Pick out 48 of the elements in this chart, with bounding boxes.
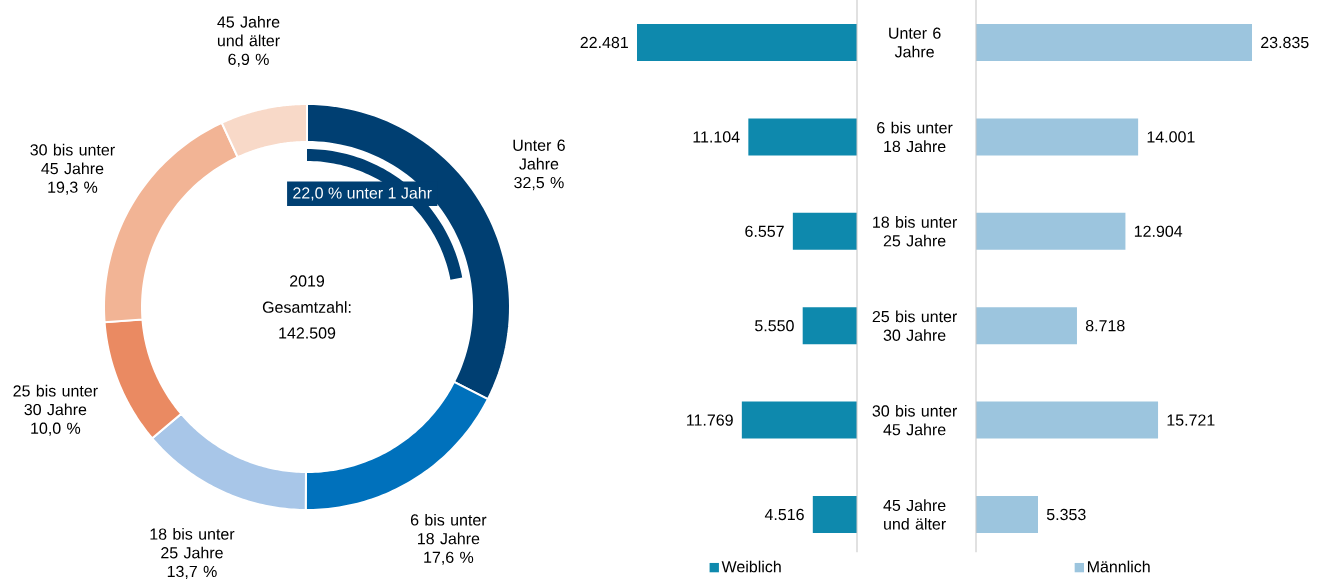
data-label: 17,6 % [424,551,474,565]
y-tick-label: Unter 6 Jahre [889,27,941,58]
data-label: 12.904 [1134,225,1183,237]
y-tick-label: 25 bis unter 30 Jahre [872,310,958,341]
bar [976,118,1139,156]
text: 142.509 [279,327,336,339]
bar [748,118,857,156]
text: 22,0 % unter 1 Jahr [293,186,432,201]
data-label: 5.353 [1046,508,1086,521]
data-label: 6,9 % [228,53,269,67]
data-label: 15.721 [1167,414,1215,426]
y-tick-label: 30 bis unter 45 Jahre [872,404,958,436]
legend-label: Weiblich [721,560,781,573]
data-label: 23.835 [1261,36,1309,49]
data-label: 11.104 [693,131,740,143]
slice-label: 6 bis unter 18 Jahre [410,513,487,545]
data-label: 10,0 % [31,422,81,436]
slice-label: 18 bis unter 25 Jahre [150,528,235,559]
y-tick-label: 6 bis unter 18 Jahre [877,121,953,153]
text: Gesamtzahl: [262,301,351,313]
data-label: 13,7 % [167,565,217,579]
y-tick-label: 18 bis unter 25 Jahre [873,216,958,247]
slice-label: Unter 6 Jahre [513,139,565,170]
bar [976,307,1077,345]
bar [812,496,857,533]
data-label: 6.557 [745,225,784,237]
bar [741,401,857,439]
bar [792,212,857,250]
bar [976,496,1038,533]
bar [802,307,857,345]
slice-label: 30 bis unter 45 Jahre [30,143,115,175]
text: 2019 [290,275,325,287]
data-label: 14.001 [1147,131,1195,143]
data-label: 11.769 [687,414,733,426]
legend-label: Männlich [1087,560,1150,573]
bar [976,401,1159,439]
data-label: 22.481 [580,36,628,49]
data-label: 5.550 [755,320,794,332]
data-label: 19,3 % [48,181,98,195]
slice-label: 25 bis unter 30 Jahre [13,384,98,416]
bar [976,23,1253,61]
data-label: 4.516 [764,508,804,521]
slice-label: 45 Jahre und älter [217,15,280,47]
data-label: 8.718 [1085,320,1125,332]
data-label: 32,5 % [514,176,564,191]
bar [637,23,857,61]
bar [976,212,1126,250]
y-tick-label: 45 Jahre und älter [883,499,946,530]
